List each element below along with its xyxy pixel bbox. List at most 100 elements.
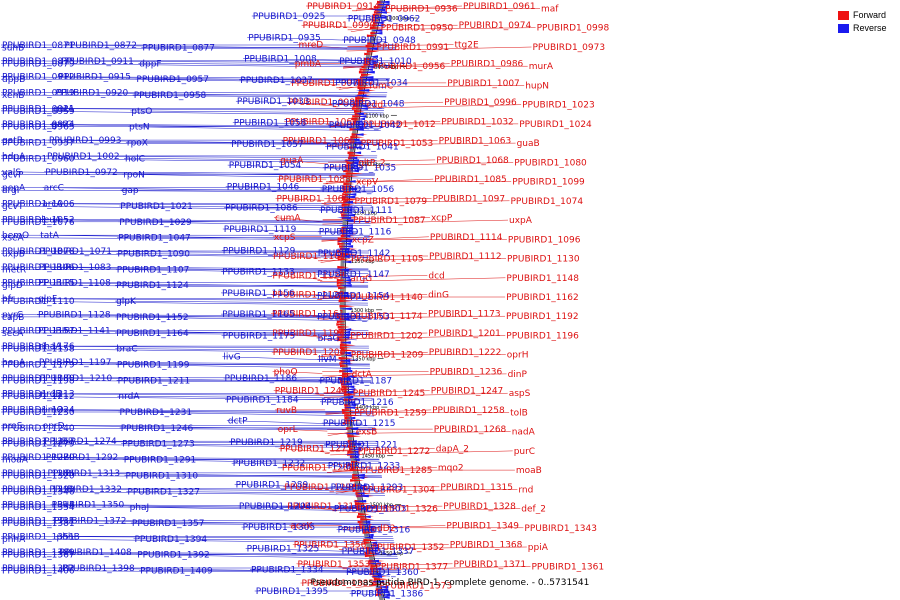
- reverse-gene-label[interactable]: PPUBIRD1_1408: [59, 548, 132, 558]
- reverse-gene-label[interactable]: PPUBIRD1_1156: [222, 289, 295, 299]
- reverse-gene-label[interactable]: PPUBIRD1_1002: [47, 152, 120, 162]
- forward-gene-label[interactable]: PPUBIRD1_1127: [272, 271, 345, 281]
- forward-gene-label[interactable]: guaA: [280, 156, 304, 166]
- reverse-gene-label[interactable]: livG: [223, 353, 240, 363]
- forward-gene-label[interactable]: PPUBIRD1_1209: [351, 351, 424, 361]
- reverse-gene-label[interactable]: nrdB: [40, 390, 61, 400]
- forward-gene-label[interactable]: PPUBIRD1_1066: [277, 194, 350, 204]
- forward-gene-label[interactable]: PPUBIRD1_1352: [372, 543, 445, 553]
- forward-gene-label[interactable]: PPUBIRD1_1192: [506, 312, 579, 322]
- forward-gene-label[interactable]: tolB: [510, 408, 528, 418]
- reverse-gene-label[interactable]: hemO: [2, 231, 29, 241]
- forward-gene-label[interactable]: purC: [514, 447, 535, 457]
- reverse-gene-label[interactable]: xseA: [2, 234, 25, 244]
- reverse-gene-label[interactable]: PPUBIRD1_1372: [54, 517, 127, 527]
- forward-gene-label[interactable]: nadA: [512, 428, 536, 438]
- forward-gene-label[interactable]: edd: [366, 101, 383, 111]
- reverse-gene-label[interactable]: PPUBIRD1_1292: [46, 453, 119, 463]
- reverse-gene-label[interactable]: PPUBIRD1_0960: [2, 154, 75, 164]
- reverse-gene-label[interactable]: PPUBIRD1_1351: [2, 532, 75, 542]
- forward-gene-label[interactable]: PPUBIRD1_0961: [463, 2, 536, 12]
- reverse-gene-label[interactable]: PPUBIRD1_1052: [2, 215, 75, 225]
- reverse-gene-label[interactable]: PPUBIRD1_0958: [134, 91, 207, 101]
- reverse-gene-label[interactable]: PPUBIRD1_1175: [223, 331, 296, 341]
- reverse-gene-label[interactable]: PPUBIRD1_1313: [48, 469, 121, 479]
- forward-gene-label[interactable]: PPUBIRD1_1112: [429, 252, 502, 262]
- forward-gene-label[interactable]: PPUBIRD1_1063: [439, 137, 512, 147]
- forward-gene-label[interactable]: PPUBIRD1_1373: [380, 582, 453, 592]
- reverse-gene-label[interactable]: PPUBIRD1_1240: [2, 424, 75, 434]
- forward-gene-label[interactable]: fumC: [369, 81, 393, 91]
- reverse-gene-label[interactable]: PPUBIRD1_1110: [2, 297, 75, 307]
- reverse-gene-label[interactable]: PPUBIRD1_1246: [121, 424, 194, 434]
- reverse-gene-label[interactable]: secA: [2, 329, 24, 339]
- reverse-gene-label[interactable]: PPUBIRD1_1106: [2, 263, 75, 273]
- reverse-gene-label[interactable]: pepA: [2, 184, 26, 194]
- forward-gene-label[interactable]: exsB: [356, 428, 378, 438]
- reverse-gene-label[interactable]: PPUBIRD1_1286: [2, 469, 75, 479]
- reverse-gene-label[interactable]: PPUBIRD1_1142: [318, 249, 391, 259]
- reverse-gene-label[interactable]: rpoN: [123, 170, 145, 180]
- forward-gene-label[interactable]: PPUBIRD1_1377: [376, 562, 449, 572]
- forward-gene-label[interactable]: PPUBIRD1_0970: [291, 79, 364, 89]
- reverse-gene-label[interactable]: leuA: [41, 215, 62, 225]
- reverse-gene-label[interactable]: PPUBIRD1_1231: [120, 408, 193, 418]
- forward-gene-label[interactable]: PPUBIRD1_1349: [446, 521, 519, 531]
- reverse-gene-label[interactable]: PPUBIRD1_0879: [2, 59, 75, 69]
- forward-gene-label[interactable]: PPUBIRD1_1259: [354, 408, 427, 418]
- reverse-gene-label[interactable]: PPUBIRD1_1409: [140, 567, 213, 577]
- reverse-gene-label[interactable]: PPUBIRD1_0993: [49, 136, 122, 146]
- reverse-gene-label[interactable]: PPUBIRD1_1078: [2, 247, 75, 257]
- reverse-gene-label[interactable]: PPUBIRD1_1213: [2, 390, 75, 400]
- reverse-gene-label[interactable]: PPUBIRD1_1279: [2, 440, 75, 450]
- reverse-gene-label[interactable]: PPUBIRD1_0962: [348, 15, 421, 25]
- reverse-gene-label[interactable]: PPUBIRD1_1381: [2, 519, 75, 529]
- reverse-gene-label[interactable]: PPUBIRD1_1331: [2, 517, 75, 527]
- reverse-gene-label[interactable]: uxpB: [2, 250, 25, 260]
- reverse-gene-label[interactable]: PPUBIRD1_0877: [142, 44, 215, 54]
- forward-gene-label[interactable]: PPUBIRD1_1385: [302, 579, 375, 589]
- forward-gene-label[interactable]: PPUBIRD1_1065: [283, 137, 356, 147]
- reverse-gene-label[interactable]: PPUBIRD1_1090: [117, 250, 190, 260]
- forward-gene-label[interactable]: oprL: [278, 425, 298, 435]
- reverse-gene-label[interactable]: PPUBIRD1_1221: [325, 440, 398, 450]
- reverse-gene-label[interactable]: PPUBIRD1_1046: [227, 182, 300, 192]
- reverse-gene-label[interactable]: PPUBIRD1_1128: [38, 310, 111, 320]
- reverse-gene-label[interactable]: PPUBIRD1_1291: [124, 456, 197, 466]
- forward-gene-label[interactable]: PPUBIRD1_1012: [363, 120, 436, 130]
- forward-gene-label[interactable]: uxpA: [509, 216, 533, 226]
- reverse-gene-label[interactable]: PPUBIRD1_1289: [236, 481, 309, 491]
- reverse-gene-label[interactable]: PPUBIRD1_1111: [320, 206, 393, 216]
- reverse-gene-label[interactable]: PPUBIRD1_1179: [2, 361, 75, 371]
- reverse-gene-label[interactable]: PPUBIRD1_1382: [2, 564, 75, 574]
- reverse-gene-label[interactable]: PPUBIRD1_1211: [118, 376, 191, 386]
- reverse-gene-label[interactable]: PPUBIRD1_1350: [52, 501, 125, 511]
- forward-gene-label[interactable]: PPUBIRD1_1285: [360, 466, 433, 476]
- forward-gene-label[interactable]: xcpP: [431, 214, 453, 224]
- reverse-gene-label[interactable]: PPUBIRD1_1129: [223, 246, 296, 256]
- reverse-gene-label[interactable]: metR: [2, 265, 26, 275]
- forward-gene-label[interactable]: PPUBIRD1_1296: [284, 483, 357, 493]
- reverse-gene-label[interactable]: PPUBIRD1_1047: [118, 234, 191, 244]
- reverse-gene-label[interactable]: PPUBIRD1_1346: [2, 487, 75, 497]
- forward-gene-label[interactable]: PPUBIRD1_1080: [514, 158, 587, 168]
- reverse-gene-label[interactable]: PPUBIRD1_1180: [2, 374, 75, 384]
- reverse-gene-label[interactable]: braG: [318, 334, 340, 344]
- forward-gene-label[interactable]: PPUBIRD1_1284: [282, 464, 355, 474]
- reverse-gene-label[interactable]: PPUBIRD1_1008: [244, 55, 317, 65]
- reverse-gene-label[interactable]: PPUBIRD1_1327: [127, 487, 200, 497]
- forward-gene-label[interactable]: xcpS: [274, 233, 296, 243]
- reverse-gene-label[interactable]: PPUBIRD1_1303: [334, 504, 407, 514]
- forward-gene-label[interactable]: phoQ: [274, 367, 298, 377]
- forward-gene-label[interactable]: PPUBIRD1_1200: [273, 348, 346, 358]
- reverse-gene-label[interactable]: PPUBIRD1_1048: [332, 100, 405, 110]
- forward-gene-label[interactable]: aceK: [290, 521, 313, 531]
- reverse-gene-label[interactable]: phhB: [57, 532, 80, 542]
- reverse-gene-label[interactable]: PPUBIRD1_1186: [225, 374, 298, 384]
- forward-gene-label[interactable]: gltP_2: [358, 158, 385, 168]
- reverse-gene-label[interactable]: argI: [2, 186, 19, 196]
- reverse-gene-label[interactable]: PPUBIRD1_1394: [135, 535, 208, 545]
- reverse-gene-label[interactable]: PPUBIRD1_1233: [328, 462, 401, 472]
- forward-gene-label[interactable]: PPUBIRD1_1343: [524, 524, 597, 534]
- reverse-gene-label[interactable]: proS: [2, 421, 23, 431]
